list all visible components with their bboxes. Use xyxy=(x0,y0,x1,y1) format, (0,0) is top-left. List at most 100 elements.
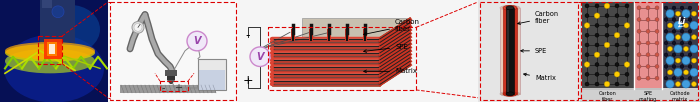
Circle shape xyxy=(615,63,619,66)
Ellipse shape xyxy=(5,49,95,73)
Bar xyxy=(507,10,509,92)
Circle shape xyxy=(585,53,589,57)
Circle shape xyxy=(646,76,650,80)
Bar xyxy=(268,27,416,90)
Circle shape xyxy=(625,63,629,66)
Bar xyxy=(345,29,349,41)
Circle shape xyxy=(605,4,609,8)
Ellipse shape xyxy=(500,91,520,96)
Circle shape xyxy=(604,42,610,48)
Circle shape xyxy=(680,41,684,45)
Ellipse shape xyxy=(40,5,100,54)
Text: Matrix: Matrix xyxy=(364,68,417,74)
Circle shape xyxy=(615,53,619,57)
Bar xyxy=(291,29,295,41)
Circle shape xyxy=(646,53,650,57)
Bar xyxy=(292,29,294,41)
Circle shape xyxy=(625,43,629,47)
Bar xyxy=(40,0,75,44)
Circle shape xyxy=(625,14,629,18)
Circle shape xyxy=(585,4,589,8)
Bar xyxy=(238,0,478,102)
Circle shape xyxy=(604,3,610,9)
Circle shape xyxy=(595,24,599,27)
Circle shape xyxy=(605,82,609,86)
Bar xyxy=(500,8,520,94)
Circle shape xyxy=(595,4,599,8)
Circle shape xyxy=(680,53,684,56)
Circle shape xyxy=(585,63,589,66)
Circle shape xyxy=(668,46,673,51)
Bar xyxy=(167,76,175,80)
Circle shape xyxy=(688,18,692,21)
Circle shape xyxy=(615,72,619,76)
Circle shape xyxy=(688,6,692,10)
Text: -: - xyxy=(161,83,164,93)
Text: +: + xyxy=(243,74,253,87)
Circle shape xyxy=(637,6,641,10)
Circle shape xyxy=(52,6,64,18)
Circle shape xyxy=(672,65,676,68)
Circle shape xyxy=(672,30,676,33)
Circle shape xyxy=(637,29,641,33)
Text: Li: Li xyxy=(678,17,686,26)
Circle shape xyxy=(625,72,629,76)
Circle shape xyxy=(637,53,641,57)
Circle shape xyxy=(680,30,684,33)
Circle shape xyxy=(666,33,674,41)
Bar xyxy=(327,29,331,41)
Circle shape xyxy=(605,43,609,47)
Circle shape xyxy=(676,82,680,87)
Circle shape xyxy=(672,18,676,21)
Circle shape xyxy=(584,23,590,28)
Circle shape xyxy=(666,80,674,88)
Circle shape xyxy=(595,14,599,18)
Circle shape xyxy=(585,14,589,18)
Ellipse shape xyxy=(4,34,104,103)
Circle shape xyxy=(688,41,692,45)
Bar xyxy=(110,2,236,100)
Circle shape xyxy=(646,18,650,22)
Text: SPE
coating: SPE coating xyxy=(639,91,657,102)
Text: Carbon
fiber: Carbon fiber xyxy=(517,11,559,24)
Circle shape xyxy=(605,72,609,76)
Text: V: V xyxy=(256,52,264,62)
Circle shape xyxy=(682,57,690,64)
Bar xyxy=(364,29,366,41)
Bar xyxy=(44,39,62,59)
Circle shape xyxy=(614,32,620,38)
Circle shape xyxy=(655,6,659,10)
Bar xyxy=(310,29,312,41)
Circle shape xyxy=(672,76,676,80)
Ellipse shape xyxy=(503,91,517,96)
Circle shape xyxy=(605,14,609,18)
Circle shape xyxy=(672,53,676,56)
Circle shape xyxy=(682,33,690,41)
Circle shape xyxy=(655,29,659,33)
Circle shape xyxy=(676,58,680,63)
Circle shape xyxy=(674,22,682,29)
Bar xyxy=(581,2,698,100)
Circle shape xyxy=(624,23,630,28)
Circle shape xyxy=(646,64,650,68)
Circle shape xyxy=(655,41,659,45)
Circle shape xyxy=(605,63,609,66)
Text: Carbon
fiber: Carbon fiber xyxy=(599,91,617,102)
Text: -: - xyxy=(246,29,251,42)
Bar xyxy=(582,2,634,88)
Polygon shape xyxy=(302,18,410,66)
Ellipse shape xyxy=(500,5,520,10)
Circle shape xyxy=(646,6,650,10)
Circle shape xyxy=(664,6,668,10)
Bar xyxy=(49,44,55,54)
Circle shape xyxy=(585,72,589,76)
Bar xyxy=(120,85,216,93)
Circle shape xyxy=(187,31,207,51)
Bar xyxy=(480,2,578,100)
Bar xyxy=(108,0,238,102)
Circle shape xyxy=(664,65,668,68)
Circle shape xyxy=(666,10,674,18)
Bar xyxy=(0,0,108,102)
Circle shape xyxy=(615,24,619,27)
Polygon shape xyxy=(380,18,410,86)
